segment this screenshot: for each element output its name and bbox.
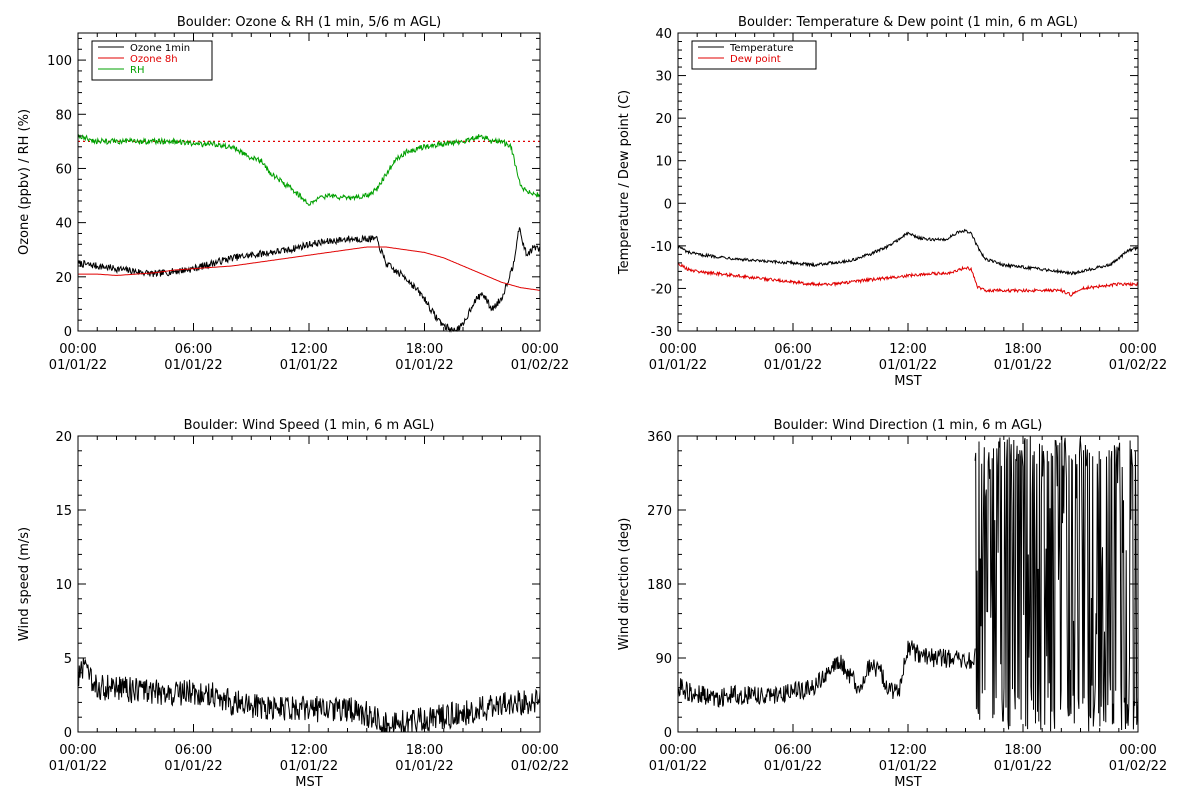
x-tick-label: 00:00 — [1119, 342, 1156, 357]
legend-label: RH — [130, 65, 144, 76]
series-line-1 — [78, 246, 541, 291]
legend-label: Ozone 8h — [130, 54, 178, 65]
x-tick-label: 18:00 — [1004, 342, 1041, 357]
x-tick-date: 01/02/22 — [511, 358, 569, 373]
x-axis-label: MST — [894, 775, 921, 790]
x-tick-label: 12:00 — [889, 743, 926, 758]
y-tick-label: 270 — [647, 504, 672, 519]
x-tick-label: 12:00 — [290, 743, 327, 758]
chart-title: Boulder: Wind Speed (1 min, 6 m AGL) — [184, 418, 435, 433]
x-tick-label: 06:00 — [774, 342, 811, 357]
y-tick-label: -30 — [651, 325, 672, 340]
y-tick-label: 80 — [55, 108, 72, 123]
x-tick-label: 12:00 — [889, 342, 926, 357]
y-axis-label: Wind direction (deg) — [617, 518, 632, 651]
x-tick-label: 06:00 — [774, 743, 811, 758]
y-tick-label: 360 — [647, 430, 672, 445]
legend-label: Temperature — [729, 43, 793, 54]
y-tick-label: 100 — [47, 54, 72, 69]
y-tick-label: 15 — [55, 504, 72, 519]
x-tick-date: 01/01/22 — [395, 358, 453, 373]
x-tick-date: 01/01/22 — [49, 759, 107, 774]
x-tick-label: 12:00 — [290, 342, 327, 357]
x-tick-label: 06:00 — [175, 743, 212, 758]
y-tick-label: -20 — [651, 282, 672, 297]
y-tick-label: 20 — [655, 112, 672, 127]
chart-title: Boulder: Wind Direction (1 min, 6 m AGL) — [774, 418, 1043, 433]
y-tick-label: 0 — [664, 197, 672, 212]
series-line-2 — [77, 134, 541, 207]
x-tick-label: 00:00 — [659, 743, 696, 758]
x-tick-date: 01/01/22 — [395, 759, 453, 774]
x-tick-date: 01/02/22 — [1109, 759, 1167, 774]
y-tick-label: 10 — [55, 578, 72, 593]
y-tick-label: 30 — [655, 70, 672, 85]
x-tick-date: 01/01/22 — [280, 759, 338, 774]
legend-label: Dew point — [730, 54, 781, 65]
x-tick-date: 01/01/22 — [764, 358, 822, 373]
y-tick-label: 90 — [655, 652, 672, 667]
legend-label: Ozone 1min — [130, 43, 190, 54]
plot-frame — [677, 32, 1139, 332]
x-tick-date: 01/01/22 — [994, 759, 1052, 774]
x-tick-date: 01/01/22 — [49, 358, 107, 373]
y-tick-label: 0 — [64, 726, 72, 741]
y-tick-label: 20 — [55, 430, 72, 445]
y-axis-label: Temperature / Dew point (C) — [617, 90, 632, 275]
y-tick-label: 20 — [55, 271, 72, 286]
y-tick-label: 5 — [64, 652, 72, 667]
x-tick-label: 00:00 — [521, 342, 558, 357]
chart-title: Boulder: Ozone & RH (1 min, 5/6 m AGL) — [177, 15, 441, 30]
y-tick-label: 180 — [647, 578, 672, 593]
x-tick-date: 01/01/22 — [649, 358, 707, 373]
x-tick-label: 18:00 — [1004, 743, 1041, 758]
y-tick-label: 40 — [55, 217, 72, 232]
chart-wind-direction: Boulder: Wind Direction (1 min, 6 m AGL)… — [617, 418, 1167, 790]
x-tick-date: 01/01/22 — [164, 358, 222, 373]
x-tick-date: 01/01/22 — [879, 358, 937, 373]
chart-temperature-dewpoint: Boulder: Temperature & Dew point (1 min,… — [617, 15, 1167, 389]
x-tick-date: 01/01/22 — [164, 759, 222, 774]
y-axis-label: Wind speed (m/s) — [17, 527, 32, 641]
series-line-0 — [677, 640, 976, 708]
x-tick-label: 00:00 — [59, 743, 96, 758]
x-tick-date: 01/02/22 — [1109, 358, 1167, 373]
y-axis-label: Ozone (ppbv) / RH (%) — [17, 109, 32, 255]
y-tick-label: 40 — [655, 27, 672, 42]
series-line-0 — [77, 657, 541, 733]
x-tick-date: 01/01/22 — [764, 759, 822, 774]
series-line-1 — [974, 436, 1139, 732]
x-tick-label: 06:00 — [175, 342, 212, 357]
x-tick-label: 00:00 — [659, 342, 696, 357]
x-tick-label: 00:00 — [59, 342, 96, 357]
x-tick-date: 01/01/22 — [280, 358, 338, 373]
series-line-0 — [77, 227, 541, 333]
y-tick-label: 0 — [664, 726, 672, 741]
y-tick-label: -10 — [651, 240, 672, 255]
x-tick-date: 01/01/22 — [994, 358, 1052, 373]
x-tick-date: 01/01/22 — [649, 759, 707, 774]
x-tick-date: 01/02/22 — [511, 759, 569, 774]
x-tick-label: 00:00 — [521, 743, 558, 758]
x-tick-label: 00:00 — [1119, 743, 1156, 758]
chart-wind-speed: Boulder: Wind Speed (1 min, 6 m AGL) Win… — [17, 418, 569, 790]
y-tick-label: 0 — [64, 325, 72, 340]
chart-title: Boulder: Temperature & Dew point (1 min,… — [738, 15, 1078, 30]
series-line-0 — [677, 228, 1139, 276]
legend — [691, 40, 817, 70]
series-line-1 — [678, 263, 1139, 297]
chart-ozone-rh: Boulder: Ozone & RH (1 min, 5/6 m AGL) O… — [17, 15, 569, 373]
x-axis-label: MST — [295, 775, 322, 790]
y-tick-label: 10 — [655, 155, 672, 170]
x-tick-date: 01/01/22 — [879, 759, 937, 774]
x-tick-label: 18:00 — [406, 342, 443, 357]
x-axis-label: MST — [894, 374, 921, 389]
x-tick-label: 18:00 — [406, 743, 443, 758]
y-tick-label: 60 — [55, 162, 72, 177]
